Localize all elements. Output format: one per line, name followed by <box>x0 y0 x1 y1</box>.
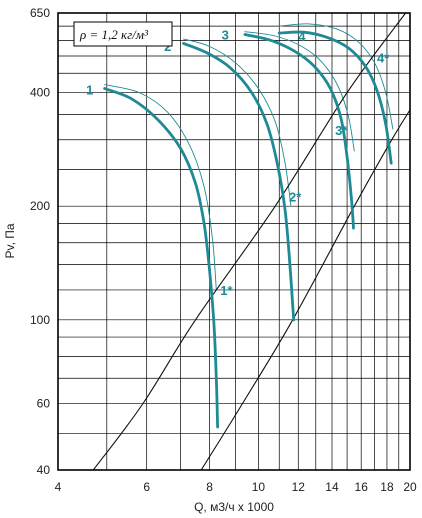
x-tick-label: 10 <box>252 480 266 494</box>
fan-curve-4-thin <box>278 23 394 130</box>
fan-curve-3-thin <box>244 31 355 152</box>
x-axis-label: Q, м3/ч х 1000 <box>194 500 274 514</box>
curves <box>92 12 411 471</box>
y-tick-label: 60 <box>37 397 51 411</box>
x-tick-label: 18 <box>380 480 394 494</box>
curve-label: 1* <box>220 283 233 298</box>
fan-curve-2 <box>182 42 296 322</box>
x-tick-label: 20 <box>403 480 417 494</box>
y-tick-label: 650 <box>30 6 50 20</box>
fan-curve-1 <box>103 87 219 429</box>
curve-label: 4* <box>377 51 390 66</box>
y-tick-label: 400 <box>30 86 50 100</box>
curve-label: 4 <box>298 29 306 44</box>
fan-curve-1-thin <box>104 84 217 291</box>
curve-label: 3* <box>335 123 348 138</box>
system-line <box>200 109 411 471</box>
y-tick-label: 100 <box>30 313 50 327</box>
density-legend: ρ = 1,2 кг/м³ <box>73 21 173 47</box>
grid <box>58 13 410 470</box>
system-line <box>92 12 407 471</box>
x-tick-label: 6 <box>143 480 150 494</box>
y-tick-label: 200 <box>30 199 50 213</box>
curve-labels: 12341*2*3*4* <box>86 28 390 298</box>
y-axis-label: Pv, Па <box>3 223 17 258</box>
x-tick-label: 12 <box>292 480 306 494</box>
x-tick-label: 4 <box>55 480 62 494</box>
fan-curve-3 <box>243 33 355 230</box>
x-tick-label: 8 <box>206 480 213 494</box>
fan-curve-4 <box>277 30 393 165</box>
curve-label: 3 <box>222 28 229 43</box>
y-tick-label: 40 <box>37 463 51 477</box>
x-tick-label: 14 <box>325 480 339 494</box>
plot-frame <box>57 12 411 471</box>
x-tick-label: 16 <box>355 480 369 494</box>
curve-label: 1 <box>86 82 93 97</box>
fan-curve-2-thin <box>183 38 292 207</box>
density-legend-text: ρ = 1,2 кг/м³ <box>79 27 149 42</box>
curve-label: 2* <box>289 190 302 205</box>
